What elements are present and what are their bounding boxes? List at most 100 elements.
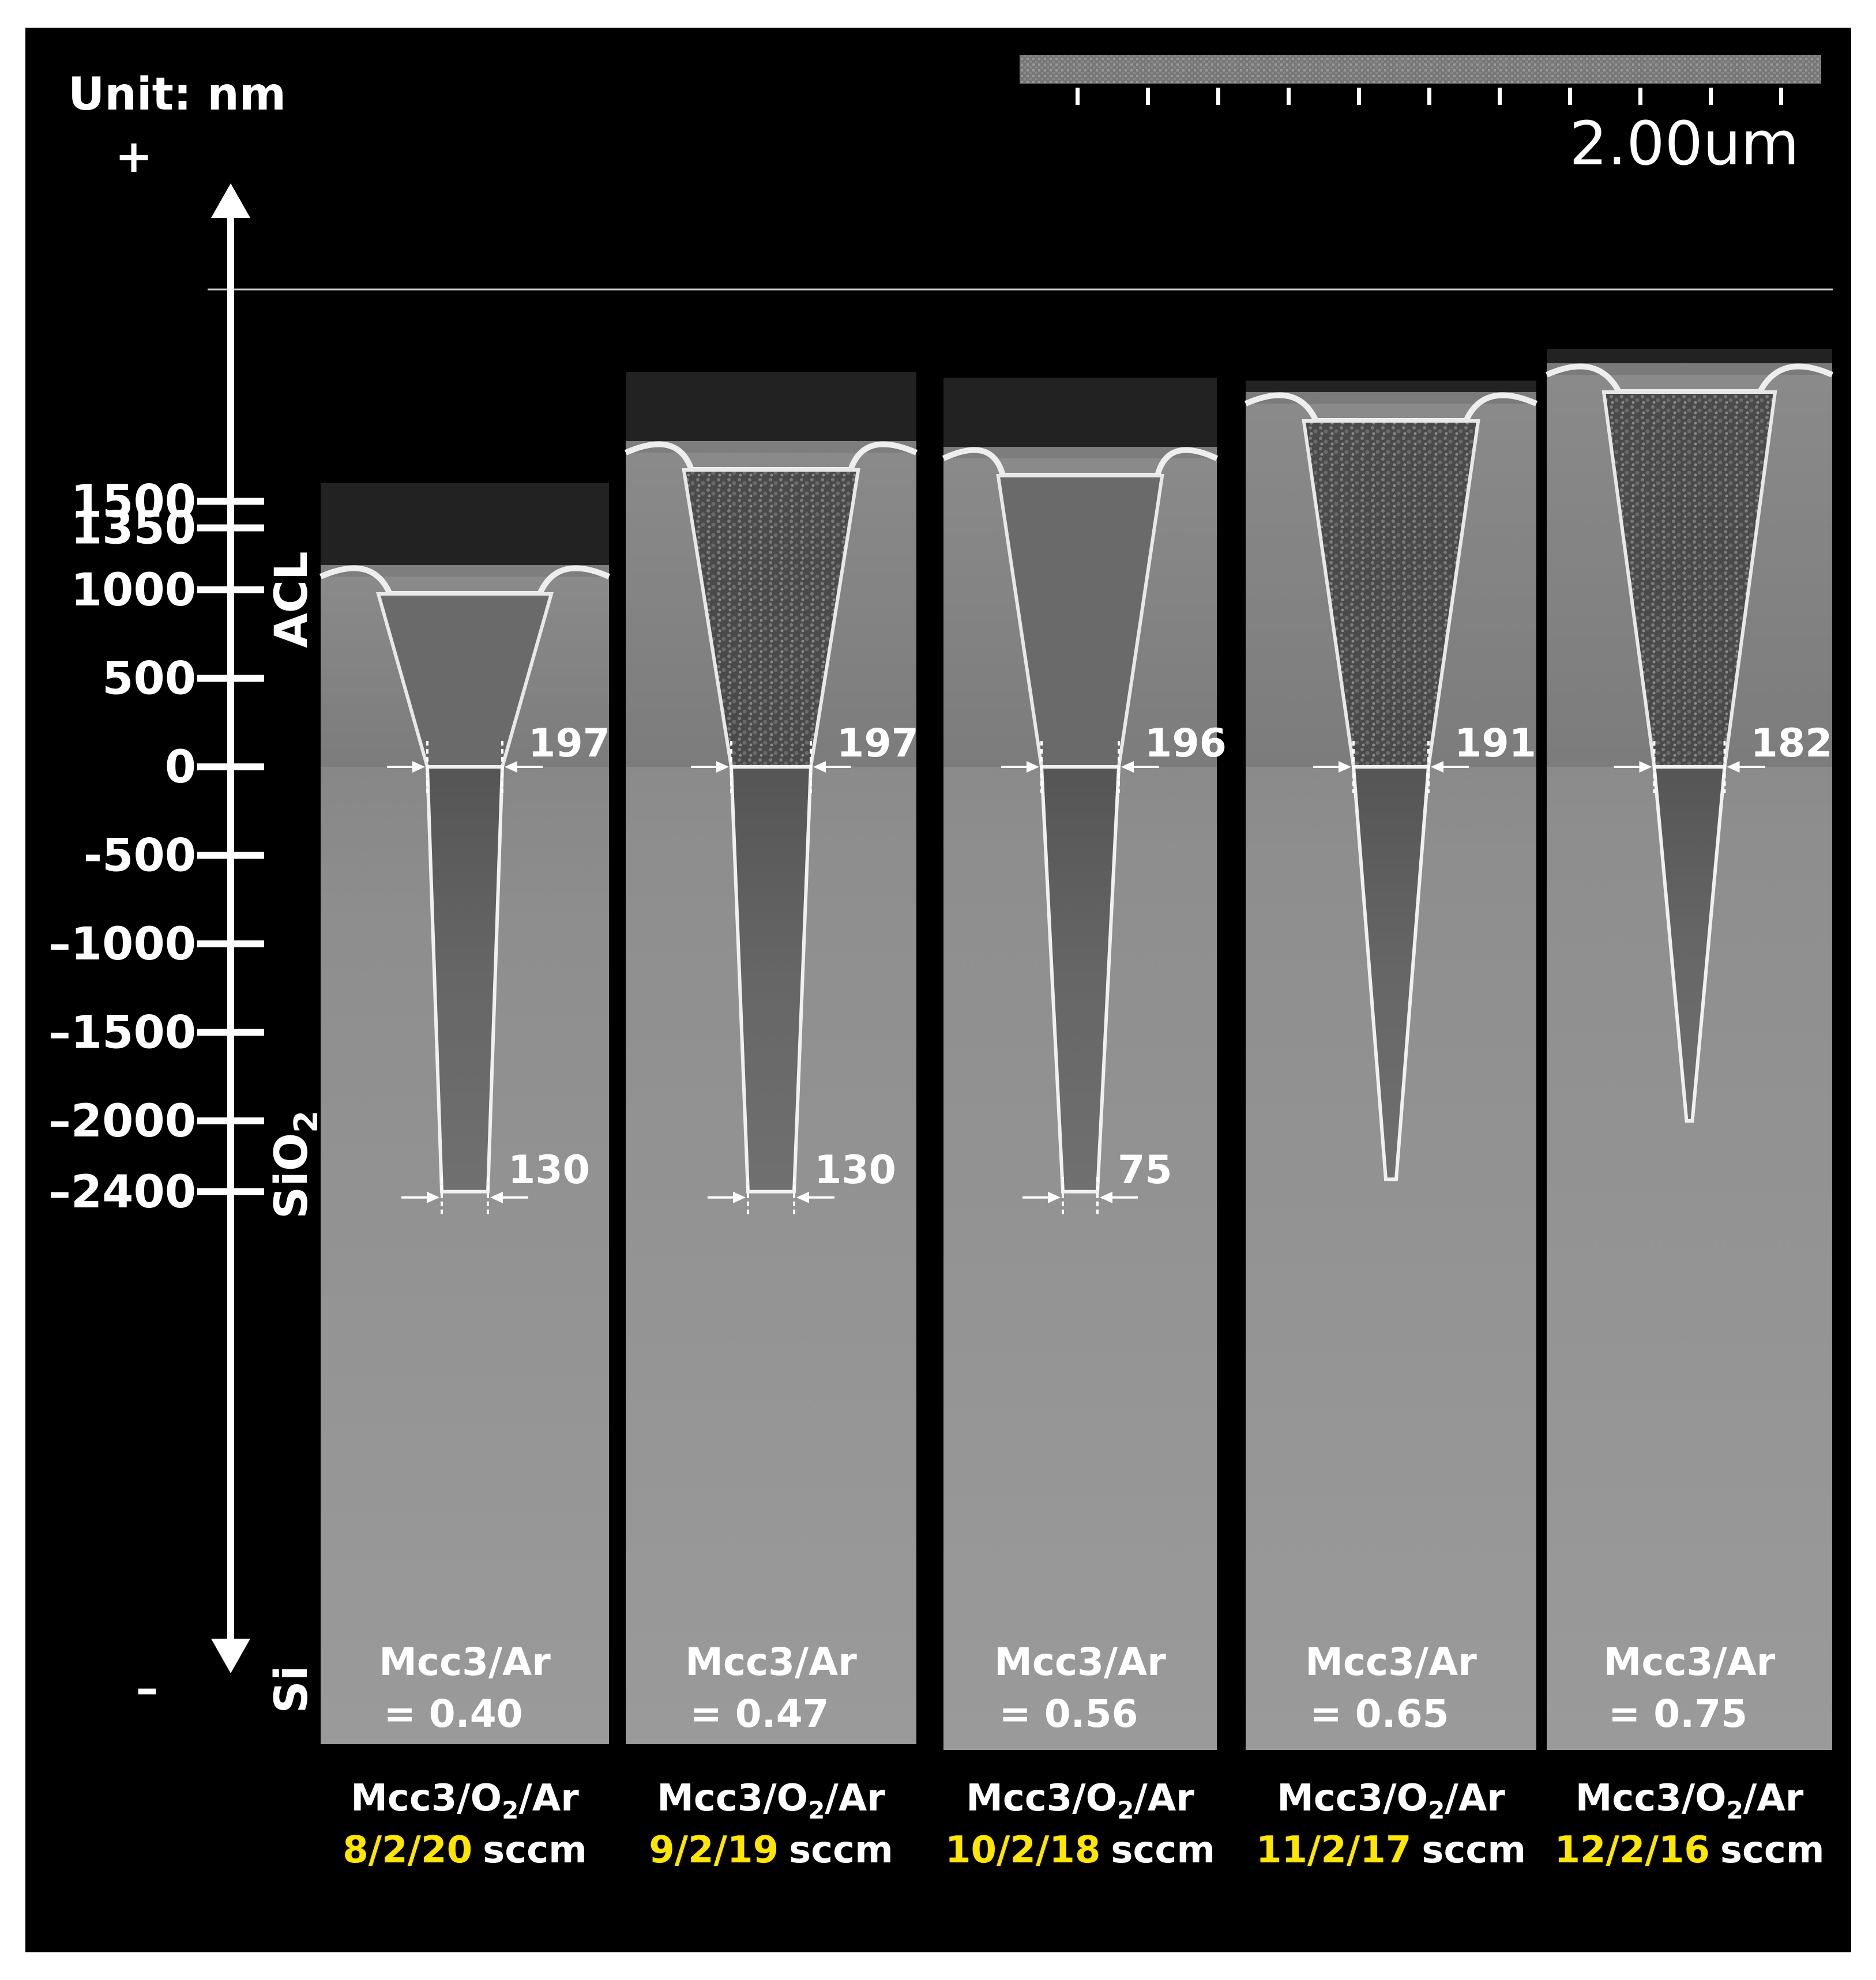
gas-label: Mcc3/O — [657, 1777, 808, 1820]
scale-bar-tick — [1357, 88, 1361, 105]
sio2-trench — [1351, 765, 1431, 1181]
top-cd-value: 191 — [1454, 721, 1536, 766]
scale-bar-strip — [1020, 55, 1821, 84]
top-cd-value: 197 — [837, 721, 919, 766]
gas-suffix: /Ar — [1445, 1777, 1505, 1820]
axis-arrow-up-icon — [211, 183, 250, 218]
sio2-trench — [1652, 765, 1727, 1123]
flow-rate: 10/2/18 — [945, 1829, 1100, 1872]
gas-composition-label: Mcc3/O2/Ar — [1277, 1777, 1505, 1824]
scale-bar-tick — [1779, 88, 1783, 105]
axis-tick-label: –1500 — [48, 1007, 196, 1059]
vacuum-region — [1547, 349, 1832, 363]
scale-bar-tick — [1146, 88, 1150, 105]
scale-bar-tick — [1076, 88, 1080, 105]
ratio-value: = 0.65 — [1310, 1692, 1449, 1736]
axis-tick-label: 0 — [165, 741, 196, 793]
sem-panel: 197 130 Mcc3/Ar = 0.40 Mcc3/O2/Ar 8/2/20 sccm — [319, 483, 611, 1872]
flow-rate: 8/2/20 — [343, 1829, 472, 1872]
layer-label-sio2: SiO2 — [266, 1111, 325, 1219]
plus-sign: + — [115, 131, 152, 183]
scale-bar-label: 2.00um — [1569, 108, 1799, 179]
scale-bar-tick — [1568, 88, 1572, 105]
axis-tick-label: –1000 — [48, 919, 196, 970]
flow-caption: 11/2/17 sccm — [1256, 1829, 1526, 1872]
ratio-value: = 0.75 — [1608, 1692, 1747, 1736]
top-cd-value: 197 — [528, 721, 610, 766]
scale-bar-tick — [1638, 88, 1642, 105]
axis-arrow-down-icon — [211, 1639, 250, 1673]
ratio-label: Mcc3/Ar — [1305, 1640, 1477, 1684]
scale-bar: 2.00um — [1020, 55, 1821, 179]
sem-panel: 196 75 Mcc3/Ar = 0.56 Mcc3/O2/Ar 10/2/18 sccm — [942, 378, 1227, 1872]
scale-bar-tick — [1427, 88, 1431, 105]
cd-arrowhead-icon — [1121, 761, 1134, 773]
flow-caption: 9/2/19 sccm — [649, 1829, 893, 1872]
flow-unit: sccm — [1111, 1829, 1215, 1872]
flow-unit: sccm — [1422, 1829, 1526, 1872]
flow-caption: 10/2/18 sccm — [945, 1829, 1215, 1872]
vacuum-region — [1246, 381, 1536, 392]
bottom-cd-value: 130 — [814, 1147, 896, 1193]
flow-unit: sccm — [789, 1829, 893, 1872]
flow-rate: 9/2/19 — [649, 1829, 779, 1872]
gas-subscript: 2 — [1117, 1796, 1134, 1824]
gas-composition-label: Mcc3/O2/Ar — [657, 1777, 885, 1824]
ratio-label: Mcc3/Ar — [994, 1640, 1166, 1684]
cd-arrowhead-icon — [716, 761, 729, 773]
gas-subscript: 2 — [808, 1796, 825, 1824]
bottom-cd-value: 75 — [1118, 1147, 1172, 1193]
gas-composition-label: Mcc3/O2/Ar — [351, 1777, 579, 1824]
scale-bar-tick — [1709, 88, 1713, 105]
gas-subscript: 2 — [1428, 1796, 1445, 1824]
flow-caption: 8/2/20 sccm — [343, 1829, 587, 1872]
gas-suffix: /Ar — [518, 1777, 579, 1820]
cd-arrowhead-icon — [1431, 761, 1443, 773]
cd-arrowhead-icon — [1027, 761, 1039, 773]
cd-arrowhead-icon — [1639, 761, 1652, 773]
ratio-value: = 0.47 — [690, 1692, 829, 1736]
vacuum-region — [321, 483, 609, 565]
gas-composition-label: Mcc3/O2/Ar — [966, 1777, 1194, 1824]
gas-subscript: 2 — [1727, 1796, 1743, 1824]
flow-rate: 12/2/16 — [1554, 1829, 1709, 1872]
layer-label-si: Si — [266, 1666, 318, 1714]
sem-panel: 197 130 Mcc3/Ar = 0.47 Mcc3/O2/Ar 9/2/19 sccm — [624, 372, 919, 1872]
layer-label-acl: ACL — [266, 551, 318, 648]
scale-bar-tick — [1216, 88, 1220, 105]
cd-arrowhead-icon — [1727, 761, 1740, 773]
scale-bar-tick — [1287, 88, 1291, 105]
flow-unit: sccm — [483, 1829, 587, 1872]
cd-arrowhead-icon — [733, 1191, 746, 1203]
cd-arrowhead-icon — [1048, 1191, 1061, 1203]
gas-suffix: /Ar — [1134, 1777, 1194, 1820]
depth-axis: Unit: nm + 1500135010005000-500–1000–150… — [48, 69, 325, 1715]
gas-label: Mcc3/O — [966, 1777, 1117, 1820]
sio2-trench — [425, 765, 505, 1194]
ratio-label: Mcc3/Ar — [379, 1640, 551, 1684]
vacuum-region — [943, 378, 1217, 447]
sio2-trench — [1039, 765, 1121, 1194]
sio2-trench — [729, 765, 813, 1194]
bottom-cd-value: 130 — [508, 1147, 590, 1193]
sem-panel: 182 Mcc3/Ar = 0.75 Mcc3/O2/Ar 12/2/16 sccm — [1545, 349, 1834, 1872]
cd-arrowhead-icon — [412, 761, 425, 773]
axis-tick-label: 1350 — [71, 503, 196, 555]
cd-arrowhead-icon — [796, 1191, 809, 1203]
ratio-value: = 0.40 — [384, 1692, 522, 1736]
cd-arrowhead-icon — [505, 761, 517, 773]
axis-tick-label: –2400 — [48, 1166, 196, 1218]
top-cd-value: 182 — [1751, 721, 1833, 766]
gas-label: Mcc3/O — [1576, 1777, 1727, 1820]
gas-subscript: 2 — [502, 1796, 518, 1824]
cd-arrowhead-icon — [490, 1191, 503, 1203]
axis-tick-label: –2000 — [48, 1096, 196, 1147]
ratio-value: = 0.56 — [999, 1692, 1138, 1736]
cd-arrowhead-icon — [1339, 761, 1351, 773]
gas-suffix: /Ar — [1743, 1777, 1804, 1820]
gas-label: Mcc3/O — [351, 1777, 502, 1820]
sem-panel: 191 Mcc3/Ar = 0.65 Mcc3/O2/Ar 11/2/17 sccm — [1244, 381, 1538, 1872]
flow-caption: 12/2/16 sccm — [1554, 1829, 1824, 1872]
